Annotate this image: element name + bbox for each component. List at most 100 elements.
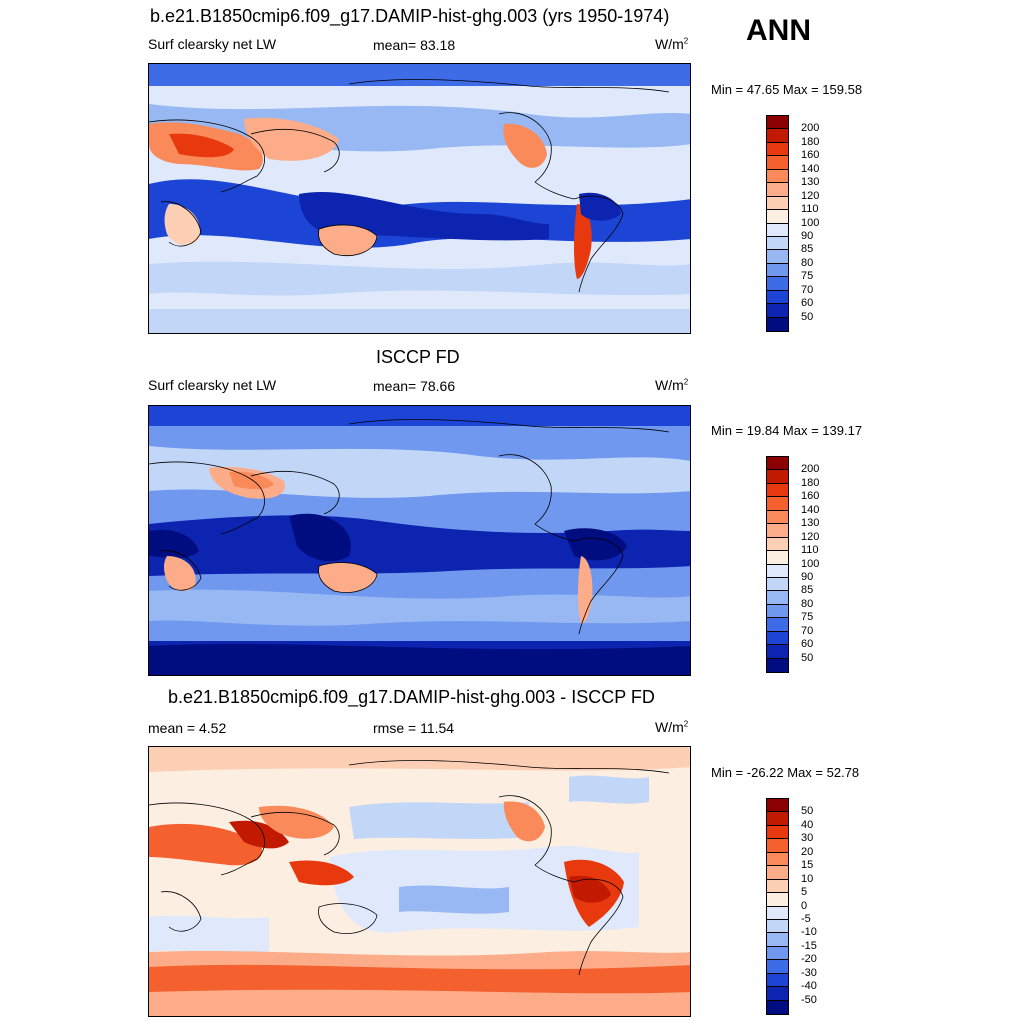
colorbar-swatch <box>767 470 788 484</box>
colorbar-swatch <box>767 946 788 961</box>
colorbar-swatch <box>767 236 788 251</box>
colorbar-swatch <box>767 142 788 157</box>
colorbar-tick-label: -10 <box>801 926 817 938</box>
colorbar-swatch <box>767 263 788 278</box>
colorbar-tick-label: 90 <box>801 571 814 583</box>
colorbar-tick-label: 120 <box>801 531 820 543</box>
colorbar-swatch <box>767 577 788 592</box>
colorbar-swatch <box>767 631 788 646</box>
colorbar-swatch <box>767 510 788 525</box>
colorbar-swatch <box>767 483 788 498</box>
colorbar-tick-label: 200 <box>801 122 820 134</box>
panel3-units: W/m2 <box>655 719 689 735</box>
panel3-map <box>148 746 691 1017</box>
colorbar-swatch <box>767 960 788 974</box>
colorbar-swatch <box>767 196 788 211</box>
colorbar-tick-label: 180 <box>801 477 820 489</box>
colorbar-tick-label: 50 <box>801 652 814 664</box>
panel1-map-svg <box>149 64 690 333</box>
colorbar-tick-label: 75 <box>801 270 814 282</box>
panel1-variable: Surf clearsky net LW <box>148 36 277 52</box>
panel2-colorbar <box>766 456 789 673</box>
colorbar-tick-label: 200 <box>801 463 820 475</box>
colorbar-swatch <box>767 604 788 619</box>
panel2-title: ISCCP FD <box>376 347 460 367</box>
colorbar-tick-label: 70 <box>801 284 814 296</box>
colorbar-tick-label: 0 <box>801 900 808 912</box>
panel1-title: b.e21.B1850cmip6.f09_g17.DAMIP-hist-ghg.… <box>150 6 670 26</box>
colorbar-swatch <box>767 129 788 143</box>
panel1-minmax: Min = 47.65 Max = 159.58 <box>711 82 863 97</box>
colorbar-swatch <box>767 812 788 826</box>
colorbar-tick-label: 60 <box>801 638 814 650</box>
colorbar-tick-label: 85 <box>801 584 814 596</box>
colorbar-tick-label: 75 <box>801 611 814 623</box>
panel1-colorbar <box>766 115 789 332</box>
colorbar-tick-label: 100 <box>801 558 820 570</box>
panel1-units: W/m2 <box>655 36 689 52</box>
colorbar-swatch <box>767 933 788 947</box>
colorbar-tick-label: 80 <box>801 598 814 610</box>
panel3-mean: mean = 4.52 <box>148 720 227 736</box>
colorbar-tick-label: 5 <box>801 886 808 898</box>
colorbar-tick-label: 30 <box>801 832 814 844</box>
panel2-map-svg <box>149 406 690 675</box>
colorbar-tick-label: -40 <box>801 980 817 992</box>
colorbar-swatch <box>767 551 788 565</box>
colorbar-swatch <box>767 183 788 197</box>
colorbar-swatch <box>767 250 788 264</box>
colorbar-tick-label: 110 <box>801 544 819 556</box>
colorbar-swatch <box>767 537 788 552</box>
colorbar-swatch <box>767 799 788 813</box>
colorbar-swatch <box>767 645 788 659</box>
colorbar-tick-label: 85 <box>801 243 814 255</box>
colorbar-swatch <box>767 457 788 471</box>
colorbar-swatch <box>767 591 788 605</box>
colorbar-tick-label: 90 <box>801 230 814 242</box>
colorbar-tick-label: 40 <box>801 819 814 831</box>
colorbar-swatch <box>767 116 788 130</box>
colorbar-swatch <box>767 223 788 237</box>
colorbar-tick-label: -5 <box>801 913 811 925</box>
colorbar-tick-label: 60 <box>801 297 814 309</box>
colorbar-tick-label: 160 <box>801 490 820 502</box>
colorbar-swatch <box>767 852 788 867</box>
colorbar-swatch <box>767 866 788 880</box>
colorbar-swatch <box>767 839 788 853</box>
colorbar-tick-label: -20 <box>801 953 817 965</box>
panel3-minmax: Min = -26.22 Max = 52.78 <box>711 765 860 780</box>
colorbar-tick-label: 110 <box>801 203 819 215</box>
colorbar-tick-label: 20 <box>801 846 814 858</box>
colorbar-swatch <box>767 825 788 840</box>
colorbar-swatch <box>767 304 788 318</box>
panel1-map <box>148 63 691 334</box>
panel3-colorbar <box>766 798 789 1015</box>
colorbar-tick-label: 120 <box>801 190 820 202</box>
colorbar-swatch <box>767 156 788 170</box>
colorbar-tick-label: 130 <box>801 176 820 188</box>
colorbar-swatch <box>767 564 788 578</box>
colorbar-tick-label: 140 <box>801 163 820 175</box>
panel2-units: W/m2 <box>655 377 689 393</box>
colorbar-swatch <box>767 290 788 305</box>
colorbar-tick-label: 10 <box>801 873 814 885</box>
colorbar-swatch <box>767 277 788 291</box>
panel2-minmax: Min = 19.84 Max = 139.17 <box>711 423 863 438</box>
colorbar-tick-label: 50 <box>801 805 814 817</box>
colorbar-tick-label: 160 <box>801 149 820 161</box>
colorbar-tick-label: 100 <box>801 217 820 229</box>
panel2-map <box>148 405 691 676</box>
panel2-variable: Surf clearsky net LW <box>148 377 277 393</box>
colorbar-swatch <box>767 893 788 907</box>
panel3-map-svg <box>149 747 690 1016</box>
colorbar-tick-label: 50 <box>801 311 814 323</box>
colorbar-swatch <box>767 1000 788 1014</box>
colorbar-tick-label: 130 <box>801 517 820 529</box>
panel3-title: b.e21.B1850cmip6.f09_g17.DAMIP-hist-ghg.… <box>168 687 655 707</box>
colorbar-swatch <box>767 987 788 1001</box>
colorbar-swatch <box>767 169 788 184</box>
colorbar-tick-label: -30 <box>801 967 817 979</box>
colorbar-swatch <box>767 919 788 934</box>
colorbar-swatch <box>767 973 788 988</box>
colorbar-tick-label: 15 <box>801 859 814 871</box>
